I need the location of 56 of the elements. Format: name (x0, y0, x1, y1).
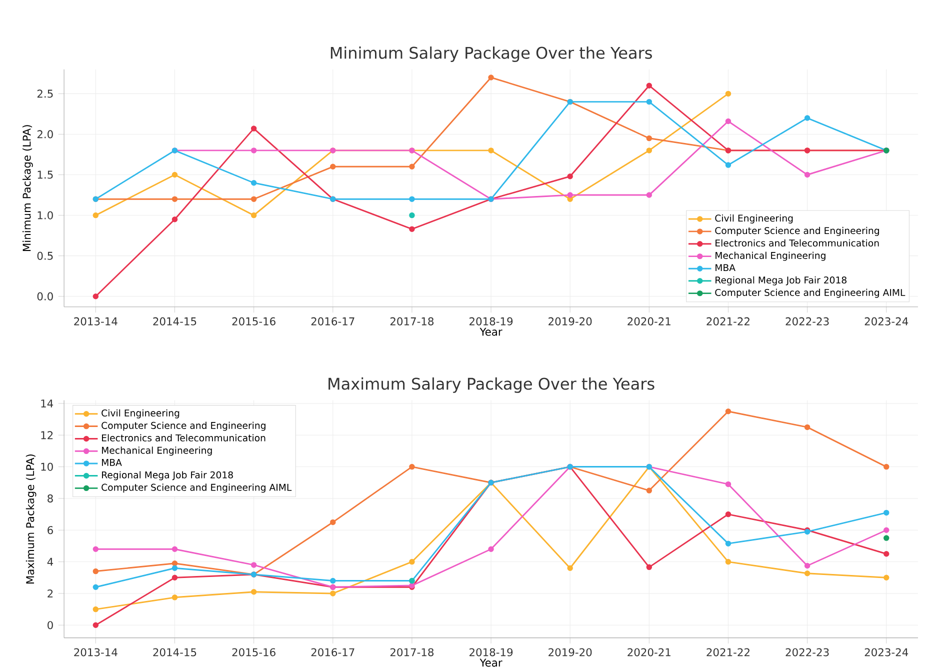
x-tick-label: 2023-24 (864, 317, 908, 326)
y-axis-title: Maximum Package (LPA) (26, 454, 36, 584)
y-tick-label: 2 (48, 589, 53, 598)
y-tick-label: 12 (41, 431, 53, 440)
legend-label: Computer Science and Engineering (715, 226, 879, 236)
x-tick-label: 2022-23 (786, 317, 829, 326)
legend-label: Regional Mega Job Fair 2018 (716, 276, 846, 286)
y-tick-label: 0.0 (37, 292, 53, 300)
x-tick-label: 2017-18 (390, 317, 434, 326)
y-tick-label: 0 (48, 621, 53, 630)
x-tick-label: 2016-17 (311, 317, 354, 326)
y-tick-label: 14 (41, 400, 54, 408)
y-tick-label: 4 (47, 558, 54, 566)
x-tick-label: 2013-14 (74, 317, 118, 326)
legend-label: Electronics and Telecommunication (102, 434, 266, 442)
x-tick-label: 2020-21 (628, 648, 670, 656)
x-tick-label: 2022-23 (786, 648, 829, 656)
legend-label: MBA (102, 458, 122, 466)
x-tick-label: 2017-18 (390, 648, 434, 656)
x-tick-label: 2021-22 (706, 648, 750, 656)
x-tick-label: 2014-15 (153, 648, 196, 656)
legend-label: Regional Mega Job Fair 2018 (102, 471, 233, 480)
legend-label: Mechanical Engineering (102, 446, 212, 456)
y-tick-label: 10 (41, 462, 53, 471)
x-axis-title: Year (480, 328, 502, 336)
x-tick-label: 2021-22 (706, 317, 750, 326)
legend-label: Electronics and Telecommunication (716, 239, 879, 246)
chart-title: Minimum Salary Package Over the Years (330, 46, 652, 62)
x-tick-label: 2018-19 (469, 317, 513, 326)
legend-label: Civil Engineering (102, 409, 180, 418)
legend-label: Mechanical Engineering (716, 252, 826, 261)
legend-label: Computer Science and Engineering AIML (715, 288, 906, 298)
legend-label: Computer Science and Engineering AIML (102, 484, 292, 493)
x-tick-label: 2014-15 (153, 317, 196, 326)
x-axis-title: Year (480, 658, 502, 667)
x-tick-label: 2023-24 (864, 648, 908, 656)
y-tick-label: 8 (48, 494, 53, 502)
y-tick-label: 1.0 (38, 211, 53, 220)
y-tick-label: 2.5 (37, 90, 53, 98)
legend-label: Civil Engineering (715, 214, 793, 224)
y-tick-label: 6 (48, 526, 53, 534)
x-tick-label: 2015-16 (232, 317, 276, 326)
y-tick-label: 0.5 (37, 252, 53, 260)
x-tick-label: 2013-14 (74, 648, 118, 656)
x-tick-label: 2019-20 (548, 317, 592, 326)
legend-label: MBA (716, 264, 736, 271)
x-tick-label: 2020-21 (628, 317, 670, 326)
x-tick-label: 2016-17 (311, 648, 354, 656)
legend-label: Computer Science and Engineering (102, 422, 266, 431)
y-tick-label: 1.5 (38, 170, 53, 179)
x-tick-label: 2019-20 (548, 648, 592, 656)
y-tick-label: 2.0 (37, 130, 53, 138)
x-tick-label: 2015-16 (232, 648, 276, 656)
y-axis-title: Minimum Package (LPA) (22, 125, 33, 251)
chart-title: Maximum Salary Package Over the Years (328, 377, 654, 393)
x-tick-label: 2018-19 (469, 648, 513, 656)
